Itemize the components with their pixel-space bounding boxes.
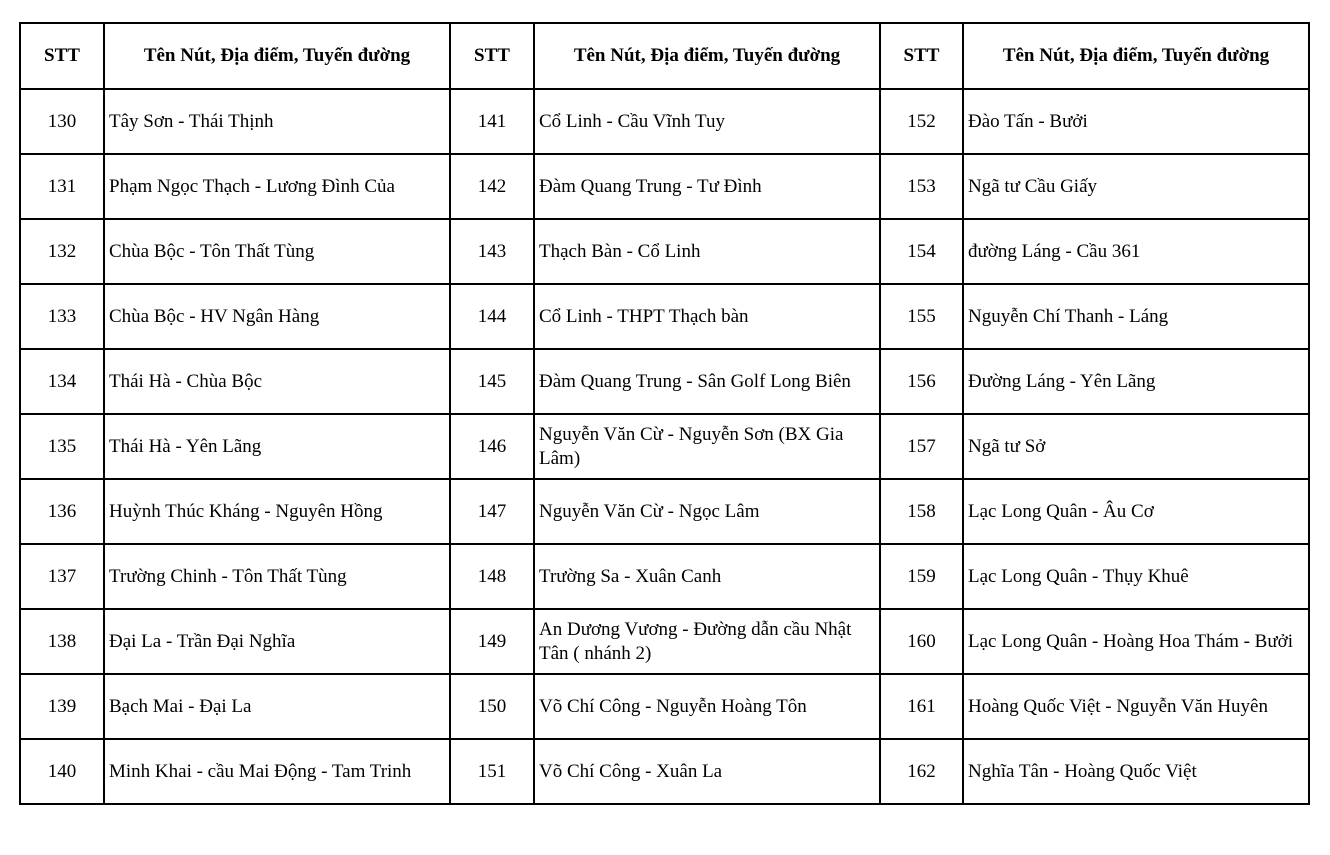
row-location-name: Hoàng Quốc Việt - Nguyễn Văn Huyên [962,673,1310,740]
row-stt: 161 [879,673,964,740]
row-stt: 152 [879,88,964,155]
row-location-name: Lạc Long Quân - Hoàng Hoa Thám - Bưởi [962,608,1310,675]
row-location-name: Ngã tư Cầu Giấy [962,153,1310,220]
header-stt: STT [19,22,105,90]
table-row: 136 Huỳnh Thúc Kháng - Nguyên Hồng 147 Nguy… [19,478,1310,545]
table-row: 139 Bạch Mai - Đại La 150 Võ Chí Công - Ngu… [19,673,1310,740]
row-location-name: Lạc Long Quân - Âu Cơ [962,478,1310,545]
row-stt: 141 [449,88,535,155]
row-stt: 137 [19,543,105,610]
row-stt: 136 [19,478,105,545]
table-row: 138 Đại La - Trần Đại Nghĩa 149 An Dương Vư… [19,608,1310,675]
row-location-name: Đào Tấn - Bưởi [962,88,1310,155]
table-row: 135 Thái Hà - Yên Lãng 146 Nguyễn Văn Cừ - … [19,413,1310,480]
row-location-name: Nguyễn Văn Cừ - Nguyễn Sơn (BX Gia Lâm) [533,413,881,480]
row-location-name: Võ Chí Công - Nguyễn Hoàng Tôn [533,673,881,740]
row-location-name: Trường Chinh - Tôn Thất Tùng [103,543,451,610]
row-location-name: Trường Sa - Xuân Canh [533,543,881,610]
row-location-name: Tây Sơn - Thái Thịnh [103,88,451,155]
row-stt: 151 [449,738,535,805]
row-stt: 135 [19,413,105,480]
row-location-name: Chùa Bộc - Tôn Thất Tùng [103,218,451,285]
row-stt: 145 [449,348,535,415]
row-stt: 157 [879,413,964,480]
row-stt: 158 [879,478,964,545]
row-stt: 159 [879,543,964,610]
row-location-name: Chùa Bộc - HV Ngân Hàng [103,283,451,350]
intersection-table: STT Tên Nút, Địa điểm, Tuyến đường STT T… [19,22,1310,805]
row-stt: 133 [19,283,105,350]
table-row: 130 Tây Sơn - Thái Thịnh 141 Cổ Linh - Cầu … [19,88,1310,155]
row-stt: 150 [449,673,535,740]
row-location-name: Nguyễn Văn Cừ - Ngọc Lâm [533,478,881,545]
row-location-name: Ngã tư Sở [962,413,1310,480]
table-row: 131 Phạm Ngọc Thạch - Lương Đình Của 142 Đà… [19,153,1310,220]
table-row: 140 Minh Khai - cầu Mai Động - Tam Trinh 1… [19,738,1310,805]
row-location-name: Đường Láng - Yên Lãng [962,348,1310,415]
row-stt: 147 [449,478,535,545]
row-stt: 143 [449,218,535,285]
row-location-name: Thái Hà - Chùa Bộc [103,348,451,415]
row-location-name: đường Láng - Cầu 361 [962,218,1310,285]
header-name: Tên Nút, Địa điểm, Tuyến đường [962,22,1310,90]
row-location-name: Huỳnh Thúc Kháng - Nguyên Hồng [103,478,451,545]
row-stt: 148 [449,543,535,610]
header-name: Tên Nút, Địa điểm, Tuyến đường [103,22,451,90]
row-location-name: Thái Hà - Yên Lãng [103,413,451,480]
row-location-name: Nguyễn Chí Thanh - Láng [962,283,1310,350]
row-stt: 130 [19,88,105,155]
row-stt: 156 [879,348,964,415]
row-stt: 155 [879,283,964,350]
row-stt: 154 [879,218,964,285]
table-body: 130 Tây Sơn - Thái Thịnh 141 Cổ Linh - Cầu … [19,88,1310,805]
row-location-name: Cổ Linh - THPT Thạch bàn [533,283,881,350]
row-location-name: Minh Khai - cầu Mai Động - Tam Trinh [103,738,451,805]
row-stt: 162 [879,738,964,805]
row-stt: 142 [449,153,535,220]
row-stt: 134 [19,348,105,415]
row-stt: 160 [879,608,964,675]
row-stt: 139 [19,673,105,740]
row-stt: 138 [19,608,105,675]
row-stt: 132 [19,218,105,285]
row-location-name: Đại La - Trần Đại Nghĩa [103,608,451,675]
row-location-name: Cổ Linh - Cầu Vĩnh Tuy [533,88,881,155]
header-name: Tên Nút, Địa điểm, Tuyến đường [533,22,881,90]
row-stt: 153 [879,153,964,220]
row-location-name: Võ Chí Công - Xuân La [533,738,881,805]
table-row: 133 Chùa Bộc - HV Ngân Hàng 144 Cổ Linh - T… [19,283,1310,350]
header-row: STT Tên Nút, Địa điểm, Tuyến đường STT T… [19,22,1310,90]
row-location-name: Đàm Quang Trung - Tư Đình [533,153,881,220]
row-stt: 144 [449,283,535,350]
row-location-name: An Dương Vương - Đường dẫn cầu Nhật Tân … [533,608,881,675]
table-row: 134 Thái Hà - Chùa Bộc 145 Đàm Quang Trung … [19,348,1310,415]
row-location-name: Lạc Long Quân - Thụy Khuê [962,543,1310,610]
row-location-name: Thạch Bàn - Cổ Linh [533,218,881,285]
header-stt: STT [449,22,535,90]
row-location-name: Đàm Quang Trung - Sân Golf Long Biên [533,348,881,415]
row-stt: 149 [449,608,535,675]
row-location-name: Nghĩa Tân - Hoàng Quốc Việt [962,738,1310,805]
header-stt: STT [879,22,964,90]
row-stt: 131 [19,153,105,220]
row-stt: 140 [19,738,105,805]
table-row: 132 Chùa Bộc - Tôn Thất Tùng 143 Thạch Bàn … [19,218,1310,285]
row-location-name: Phạm Ngọc Thạch - Lương Đình Của [103,153,451,220]
row-location-name: Bạch Mai - Đại La [103,673,451,740]
table-row: 137 Trường Chinh - Tôn Thất Tùng 148 Trường… [19,543,1310,610]
row-stt: 146 [449,413,535,480]
